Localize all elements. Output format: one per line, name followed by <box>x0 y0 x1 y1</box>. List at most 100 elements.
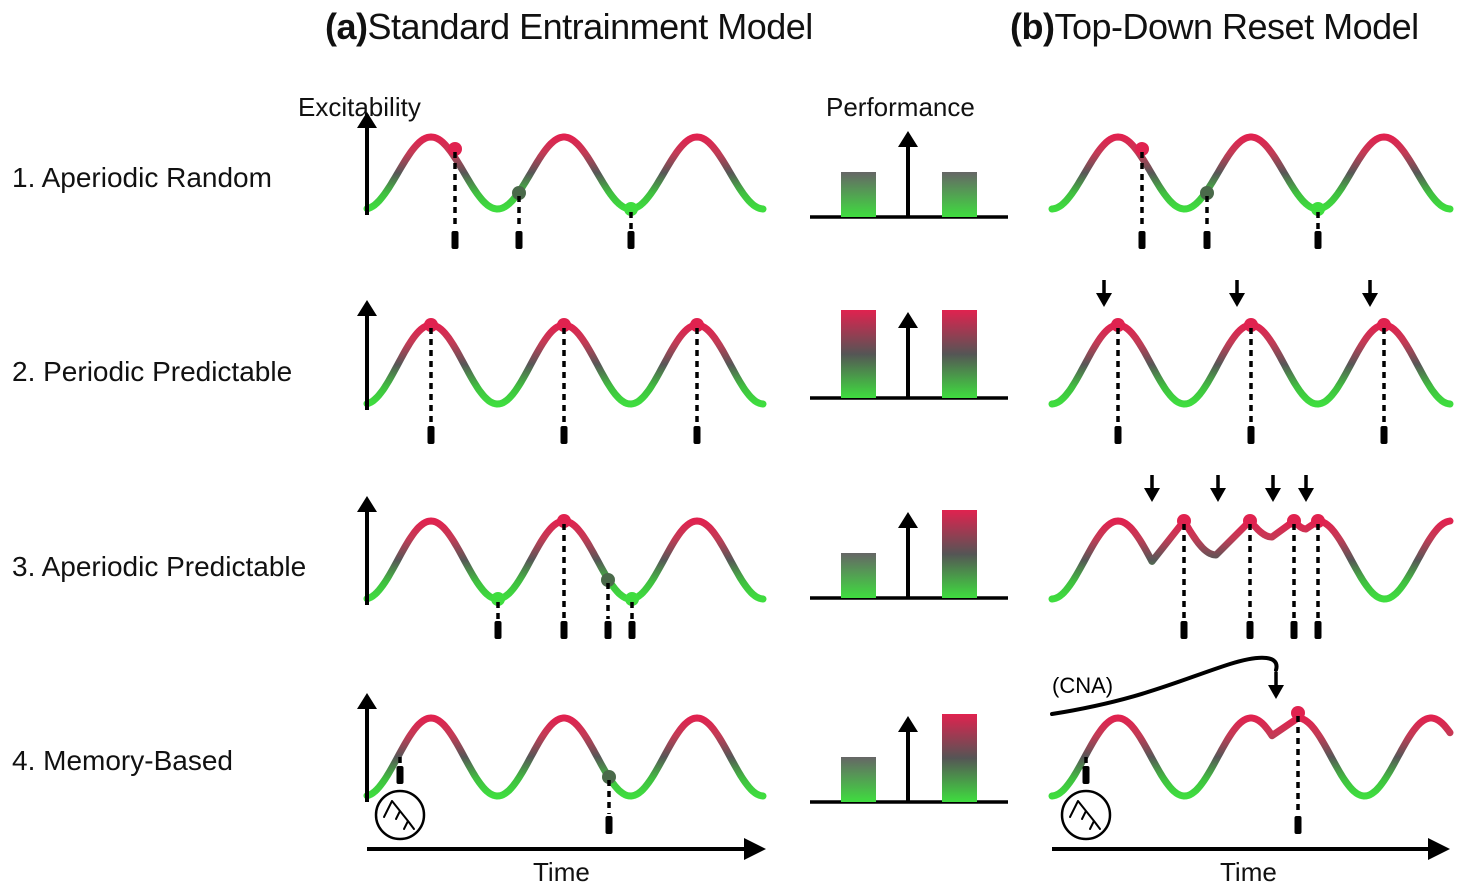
stim-dot-b3-4 <box>1311 514 1325 528</box>
axes-layer <box>357 112 1450 860</box>
perf-bar-right-3 <box>942 510 977 598</box>
stim-b1-2-tick <box>1203 231 1211 249</box>
stim-dot-a2-2 <box>557 318 571 332</box>
perf-bar-left-3 <box>841 553 876 598</box>
stim-dot-a3-3 <box>601 573 615 587</box>
stim-dot-b2-2 <box>1244 318 1258 332</box>
perf-axis-arrow-3-head <box>898 512 918 528</box>
row-label-1: 1. Aperiodic Random <box>12 162 272 193</box>
stim-dot-b4-1 <box>1291 706 1305 720</box>
stim-dot-b2-3 <box>1377 318 1391 332</box>
stim-a1-1-tick <box>451 231 459 249</box>
stim-dot-b2-1 <box>1111 318 1125 332</box>
stim-b4-mem-tick <box>1082 766 1090 784</box>
row-label-3: 3. Aperiodic Predictable <box>12 551 307 582</box>
reset-arrow-b3-4-head <box>1298 488 1314 502</box>
perf-axis-arrow-4-head <box>898 716 918 732</box>
row-label-4: 4. Memory-Based <box>12 745 233 776</box>
stim-a3-2-tick <box>560 621 568 639</box>
stim-a2-3-tick <box>693 426 701 444</box>
perf-bar-right-1 <box>942 172 977 217</box>
stim-b3-4-tick <box>1314 621 1322 639</box>
stim-b3-1-tick <box>1180 621 1188 639</box>
wave-a-row-1 <box>363 133 767 213</box>
stim-dot-b3-3 <box>1287 514 1301 528</box>
stim-b4-1-tick <box>1294 816 1302 834</box>
reset-arrow-b4-head <box>1268 685 1284 699</box>
stim-dot-b1-1 <box>1135 142 1149 156</box>
perf-bar-right-2 <box>942 310 977 398</box>
markers-layer <box>396 142 1391 834</box>
reset-arrow-b3-1-head <box>1144 488 1160 502</box>
reset-arrow-b3-3-head <box>1265 488 1281 502</box>
wave-a-row-4 <box>363 714 767 800</box>
stim-b2-2-tick <box>1247 426 1255 444</box>
stim-a4-2-tick <box>605 816 613 834</box>
wave-b-row-1 <box>1048 133 1454 213</box>
excitability-arrow-a-3-head <box>357 496 377 512</box>
stim-a3-4-tick <box>628 621 636 639</box>
stim-b1-3-tick <box>1314 231 1322 249</box>
perf-bar-right-4 <box>942 714 977 802</box>
perf-axis-arrow-2-head <box>898 312 918 328</box>
waveforms-layer <box>363 133 1454 800</box>
stim-dot-b3-1 <box>1177 514 1191 528</box>
icons-layer <box>374 789 1112 841</box>
stim-dot-b1-3 <box>1311 202 1325 216</box>
stim-a1-2-tick <box>515 231 523 249</box>
stim-b2-3-tick <box>1380 426 1388 444</box>
reset-arrow-b2-3-head <box>1362 293 1378 307</box>
memory-tree-icon-b-branches <box>1069 800 1101 830</box>
wave-b-row-3 <box>1048 517 1454 603</box>
stim-dot-a1-2 <box>512 186 526 200</box>
reset-arrow-b3-2-head <box>1210 488 1226 502</box>
stim-a3-1-tick <box>494 621 502 639</box>
excitability-arrow-a-2-head <box>357 300 377 316</box>
stim-dot-a4-2 <box>602 770 616 784</box>
stim-b3-3-tick <box>1290 621 1298 639</box>
stim-dot-b1-2 <box>1200 186 1214 200</box>
stim-a3-3-tick <box>604 621 612 639</box>
time-label-b: Time <box>1220 857 1277 887</box>
stim-dot-a1-1 <box>448 142 462 156</box>
stim-b2-1-tick <box>1114 426 1122 444</box>
wave-b-row-4 <box>1048 714 1454 800</box>
stim-dot-a3-1 <box>491 592 505 606</box>
perf-bar-left-2 <box>841 310 876 398</box>
memory-tree-icon-a-branches <box>383 800 415 830</box>
stim-a1-3-tick <box>627 231 635 249</box>
performance-label: Performance <box>826 92 975 122</box>
cna-label: (CNA) <box>1052 673 1113 698</box>
stim-dot-a1-3 <box>624 202 638 216</box>
reset-arrow-b2-1-head <box>1096 293 1112 307</box>
perf-bar-left-1 <box>841 172 876 217</box>
stim-dot-b3-2 <box>1243 514 1257 528</box>
performance-bars-layer <box>810 172 1008 804</box>
time-label-a: Time <box>533 857 590 887</box>
panel-a-title: (a)Standard Entrainment Model <box>325 6 813 47</box>
reset-arrow-b2-2-head <box>1229 293 1245 307</box>
excitability-arrow-a-4-head <box>357 693 377 709</box>
time-axis-a-head <box>744 838 766 860</box>
stim-dot-a2-3 <box>690 318 704 332</box>
stim-dot-a3-4 <box>625 592 639 606</box>
stim-a2-1-tick <box>427 426 435 444</box>
memory-tree-icon-b <box>1060 789 1112 841</box>
panel-b-title: (b)Top-Down Reset Model <box>1010 6 1419 47</box>
stim-b1-1-tick <box>1138 231 1146 249</box>
perf-axis-arrow-1-head <box>898 131 918 147</box>
row-label-2: 2. Periodic Predictable <box>12 356 293 387</box>
excitability-label: Excitability <box>298 92 421 122</box>
stim-dot-a3-2 <box>557 514 571 528</box>
excitability-arrow-a-1-head <box>357 112 377 128</box>
memory-tree-icon-a <box>374 789 426 841</box>
cna-curve <box>1050 655 1279 716</box>
time-axis-b-head <box>1428 838 1450 860</box>
stim-dot-a2-1 <box>424 318 438 332</box>
stim-b3-2-tick <box>1246 621 1254 639</box>
stim-a2-2-tick <box>560 426 568 444</box>
perf-bar-left-4 <box>841 757 876 802</box>
stim-a4-1-tick <box>396 766 404 784</box>
